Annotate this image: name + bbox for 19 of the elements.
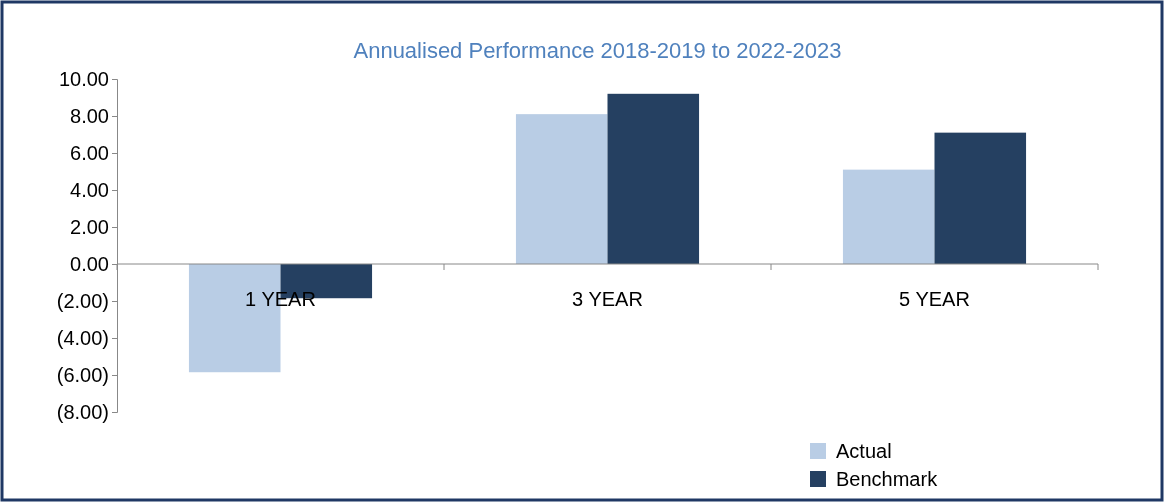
y-tick-label: 10.00 (58, 67, 109, 90)
y-tick-label: 6.00 (70, 141, 109, 164)
y-tick-label: (4.00) (56, 326, 109, 349)
y-tick-label: (6.00) (56, 363, 109, 386)
chart-title: Annualised Performance 2018-2019 to 2022-2023 (353, 38, 842, 63)
y-tick-label: 0.00 (70, 252, 109, 275)
y-tick-label: (2.00) (56, 289, 109, 312)
legend-label: Actual (836, 440, 892, 462)
y-tick-label: 8.00 (70, 104, 109, 127)
y-tick-label: (8.00) (56, 400, 109, 423)
legend-label: Benchmark (836, 468, 939, 490)
bar (607, 93, 700, 264)
y-tick-label: 2.00 (70, 215, 109, 238)
y-tick-label: 4.00 (70, 178, 109, 201)
bar (842, 169, 935, 264)
bar (515, 114, 608, 264)
bar (934, 132, 1027, 264)
x-tick-label: 3 YEAR (572, 288, 643, 310)
x-tick-label: 5 YEAR (899, 288, 970, 310)
